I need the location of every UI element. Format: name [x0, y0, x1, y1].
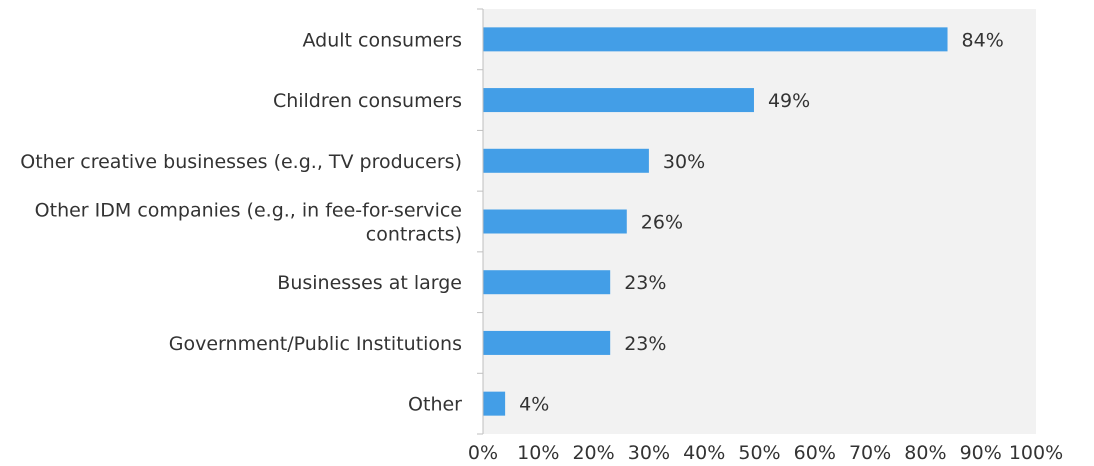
x-tick-label: 0% — [468, 442, 498, 464]
category-label: Adult consumers — [303, 29, 463, 51]
category-label: Other — [408, 394, 462, 416]
category-label: Other creative businesses (e.g., TV prod… — [20, 151, 462, 173]
x-tick-label: 90% — [960, 442, 1002, 464]
x-tick-label: 100% — [1009, 442, 1063, 464]
bar — [483, 148, 649, 173]
bar — [483, 88, 754, 113]
category-label: Government/Public Institutions — [169, 333, 462, 355]
value-label: 49% — [768, 90, 810, 112]
x-tick-label: 30% — [628, 442, 670, 464]
value-label: 23% — [624, 333, 666, 355]
value-label: 4% — [519, 394, 549, 416]
value-label: 23% — [624, 272, 666, 294]
category-label: Children consumers — [273, 90, 462, 112]
x-tick-label: 70% — [849, 442, 891, 464]
value-label: 84% — [962, 29, 1004, 51]
bar — [483, 209, 627, 234]
bar — [483, 270, 611, 295]
bar — [483, 27, 948, 52]
category-label: Other IDM companies (e.g., in fee-for-se… — [35, 200, 462, 222]
x-tick-label: 20% — [572, 442, 614, 464]
x-tick-label: 80% — [904, 442, 946, 464]
x-tick-label: 10% — [517, 442, 559, 464]
category-label: Businesses at large — [277, 272, 462, 294]
bars-group — [483, 27, 948, 416]
y-axis-ticks — [477, 8, 483, 435]
category-labels: Adult consumers Children consumers Other c… — [20, 29, 462, 415]
x-tick-label: 60% — [794, 442, 836, 464]
x-axis-tick-labels: 0% 10% 20% 30% 40% 50% 60% 70% 80% 90% 100% — [468, 442, 1063, 464]
x-tick-label: 50% — [738, 442, 780, 464]
category-label: contracts) — [366, 224, 462, 246]
value-label: 26% — [641, 212, 683, 234]
value-label: 30% — [663, 151, 705, 173]
bar — [483, 391, 506, 416]
x-tick-label: 40% — [683, 442, 725, 464]
bar — [483, 330, 611, 355]
value-labels: 84% 49% 30% 26% 23% 23% 4% — [519, 29, 1004, 415]
